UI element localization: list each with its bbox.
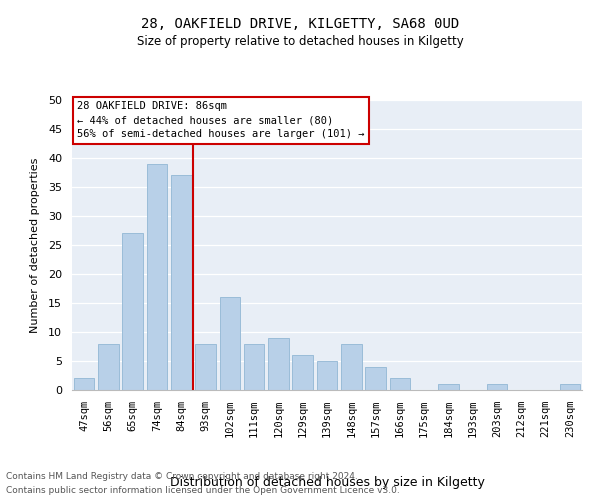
Bar bbox=[438, 384, 459, 390]
Bar bbox=[244, 344, 265, 390]
Bar bbox=[122, 234, 143, 390]
Bar bbox=[220, 297, 240, 390]
Bar bbox=[98, 344, 119, 390]
Bar bbox=[389, 378, 410, 390]
Bar bbox=[487, 384, 508, 390]
Bar bbox=[317, 361, 337, 390]
Bar bbox=[195, 344, 216, 390]
Bar bbox=[365, 367, 386, 390]
Bar bbox=[171, 176, 191, 390]
Text: 28, OAKFIELD DRIVE, KILGETTY, SA68 0UD: 28, OAKFIELD DRIVE, KILGETTY, SA68 0UD bbox=[141, 18, 459, 32]
Bar bbox=[341, 344, 362, 390]
X-axis label: Distribution of detached houses by size in Kilgetty: Distribution of detached houses by size … bbox=[170, 476, 484, 489]
Y-axis label: Number of detached properties: Number of detached properties bbox=[30, 158, 40, 332]
Bar bbox=[74, 378, 94, 390]
Text: Size of property relative to detached houses in Kilgetty: Size of property relative to detached ho… bbox=[137, 35, 463, 48]
Bar bbox=[268, 338, 289, 390]
Bar bbox=[146, 164, 167, 390]
Text: 28 OAKFIELD DRIVE: 86sqm
← 44% of detached houses are smaller (80)
56% of semi-d: 28 OAKFIELD DRIVE: 86sqm ← 44% of detach… bbox=[77, 102, 365, 140]
Text: Contains HM Land Registry data © Crown copyright and database right 2024.: Contains HM Land Registry data © Crown c… bbox=[6, 472, 358, 481]
Bar bbox=[292, 355, 313, 390]
Text: Contains public sector information licensed under the Open Government Licence v3: Contains public sector information licen… bbox=[6, 486, 400, 495]
Bar bbox=[560, 384, 580, 390]
